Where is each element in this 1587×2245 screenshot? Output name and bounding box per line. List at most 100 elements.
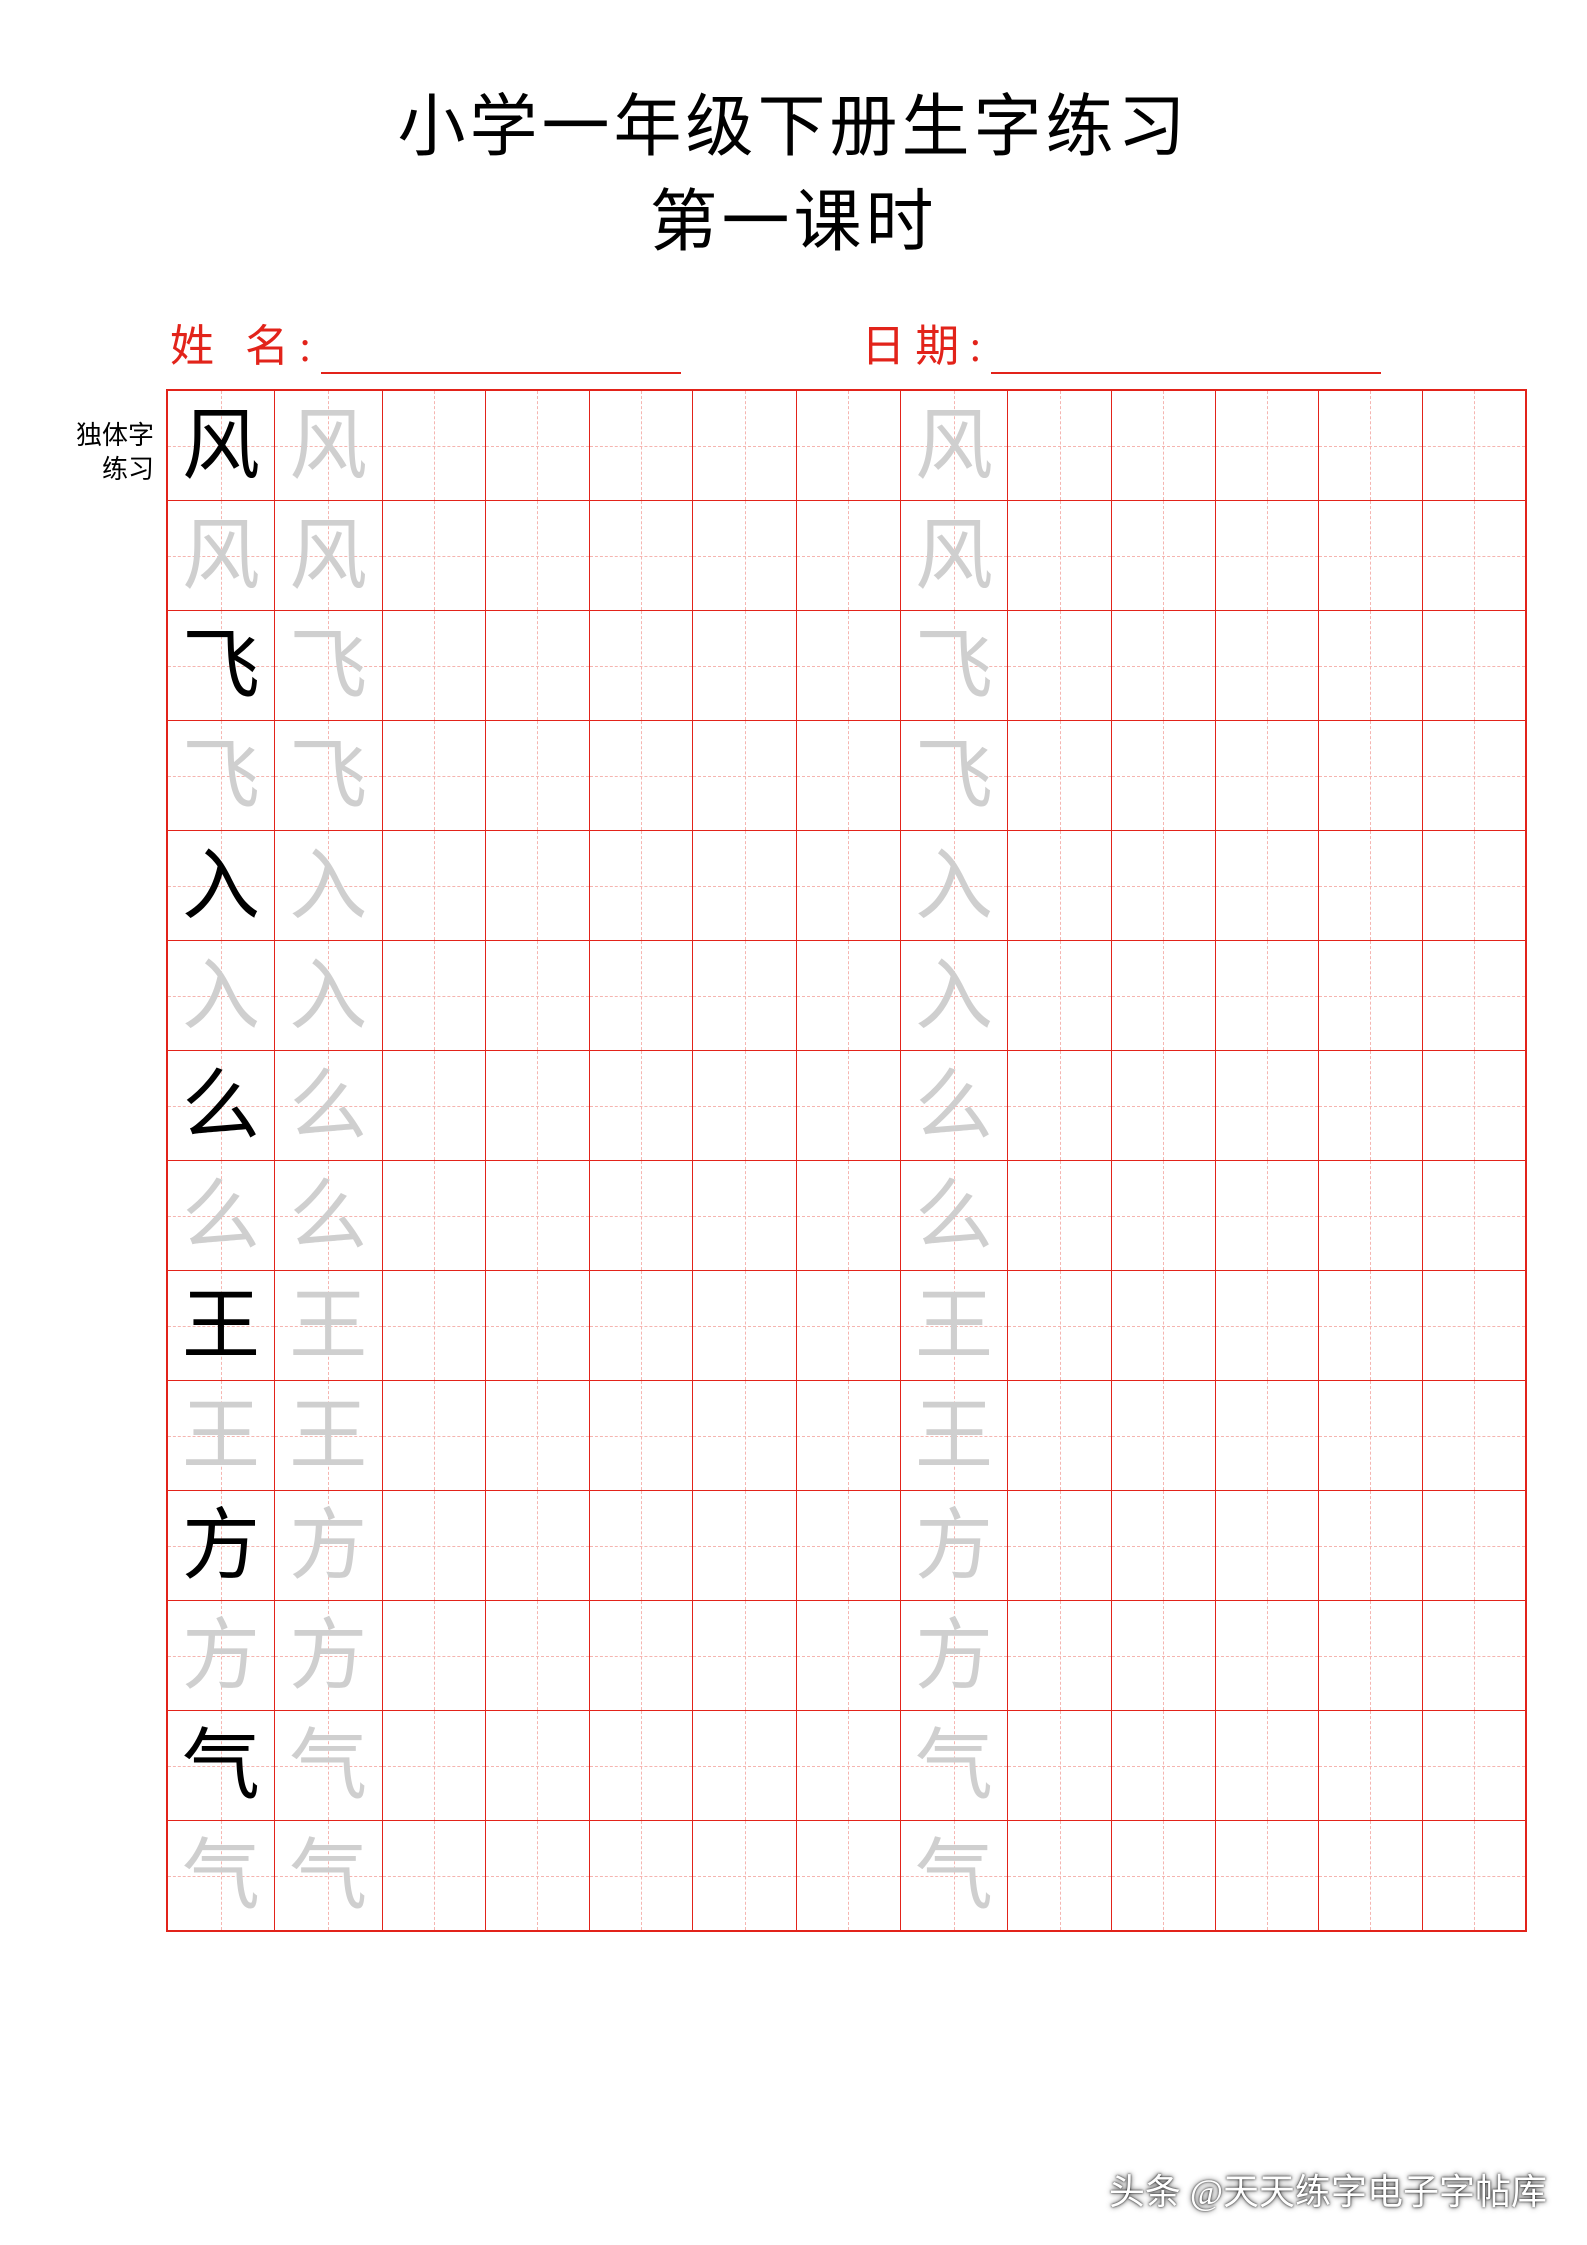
trace-character: 入 bbox=[289, 842, 367, 929]
grid-cell: 王 bbox=[900, 1271, 1008, 1381]
grid-cell bbox=[1319, 1051, 1423, 1161]
grid-cell bbox=[1422, 1711, 1526, 1821]
trace-character: 方 bbox=[289, 1502, 367, 1589]
grid-cell bbox=[1422, 1491, 1526, 1601]
grid-cell: 王 bbox=[167, 1271, 275, 1381]
grid-cell: 气 bbox=[900, 1711, 1008, 1821]
trace-character: 王 bbox=[289, 1392, 367, 1479]
grid-cell bbox=[1319, 831, 1423, 941]
grid-cell bbox=[1422, 390, 1526, 501]
grid-cell bbox=[1008, 1601, 1112, 1711]
grid-cell bbox=[1215, 1271, 1319, 1381]
grid-cell: 飞 bbox=[900, 611, 1008, 721]
grid-cell bbox=[382, 831, 486, 941]
grid-cell bbox=[589, 1601, 693, 1711]
grid-cell bbox=[1111, 1161, 1215, 1271]
grid-cell bbox=[1008, 390, 1112, 501]
grid-cell bbox=[1215, 1711, 1319, 1821]
grid-cell bbox=[693, 1491, 797, 1601]
trace-character: 方 bbox=[182, 1612, 260, 1699]
grid-cell: 气 bbox=[275, 1711, 383, 1821]
grid-cell bbox=[382, 1271, 486, 1381]
grid-cell bbox=[589, 1711, 693, 1821]
grid-cell: 方 bbox=[167, 1491, 275, 1601]
grid-cell bbox=[1215, 1051, 1319, 1161]
grid-cell bbox=[1215, 941, 1319, 1051]
grid-cell bbox=[1111, 390, 1215, 501]
grid-cell bbox=[1215, 501, 1319, 611]
grid-cell bbox=[1215, 1381, 1319, 1491]
grid-cell: 王 bbox=[167, 1381, 275, 1491]
grid-cell bbox=[1008, 941, 1112, 1051]
grid-cell bbox=[1008, 1161, 1112, 1271]
grid-cell bbox=[1319, 1491, 1423, 1601]
trace-character: 么 bbox=[182, 1172, 260, 1259]
grid-cell bbox=[797, 721, 901, 831]
side-label: 独体字 练习 bbox=[60, 389, 166, 487]
grid-cell bbox=[589, 611, 693, 721]
date-group: 日期: bbox=[861, 310, 1381, 374]
trace-character: 么 bbox=[915, 1062, 993, 1149]
grid-cell bbox=[1319, 1711, 1423, 1821]
grid-cell bbox=[382, 1051, 486, 1161]
trace-character: 王 bbox=[182, 1392, 260, 1479]
trace-character: 方 bbox=[915, 1612, 993, 1699]
model-character: 方 bbox=[182, 1502, 260, 1589]
grid-cell bbox=[693, 941, 797, 1051]
grid-cell: 飞 bbox=[167, 611, 275, 721]
model-character: 么 bbox=[182, 1062, 260, 1149]
trace-character: 气 bbox=[915, 1832, 993, 1919]
header-row: 姓 名: 日期: bbox=[170, 310, 1527, 374]
grid-cell bbox=[1008, 501, 1112, 611]
grid-cell: 么 bbox=[900, 1161, 1008, 1271]
trace-character: 入 bbox=[915, 952, 993, 1039]
grid-cell bbox=[486, 1601, 590, 1711]
grid-cell bbox=[1319, 1601, 1423, 1711]
grid-cell bbox=[693, 1601, 797, 1711]
grid-cell bbox=[1008, 1051, 1112, 1161]
grid-cell bbox=[1111, 1601, 1215, 1711]
grid-cell bbox=[589, 1821, 693, 1932]
grid-cell: 方 bbox=[900, 1491, 1008, 1601]
sheet-wrap: 独体字 练习 风风风风风风飞飞飞飞飞飞入入入入入入么么么么么么王王王王王王方方方… bbox=[60, 389, 1527, 1932]
grid-cell bbox=[693, 831, 797, 941]
grid-cell: 风 bbox=[167, 501, 275, 611]
title-line-1: 小学一年级下册生字练习 bbox=[60, 80, 1527, 175]
date-input-line[interactable] bbox=[991, 330, 1381, 374]
grid-cell: 方 bbox=[167, 1601, 275, 1711]
grid-cell: 风 bbox=[275, 390, 383, 501]
grid-cell bbox=[486, 1161, 590, 1271]
grid-cell bbox=[486, 1491, 590, 1601]
trace-character: 飞 bbox=[915, 622, 993, 709]
grid-cell bbox=[486, 1381, 590, 1491]
grid-cell bbox=[1111, 611, 1215, 721]
grid-cell bbox=[1111, 1821, 1215, 1932]
grid-cell bbox=[1111, 721, 1215, 831]
grid-cell bbox=[797, 1821, 901, 1932]
grid-cell: 王 bbox=[275, 1381, 383, 1491]
grid-cell bbox=[1008, 611, 1112, 721]
grid-cell bbox=[1111, 1381, 1215, 1491]
trace-character: 入 bbox=[289, 952, 367, 1039]
name-input-line[interactable] bbox=[321, 330, 681, 374]
grid-cell bbox=[486, 611, 590, 721]
grid-cell bbox=[1422, 501, 1526, 611]
grid-cell bbox=[1111, 941, 1215, 1051]
grid-cell bbox=[1319, 1381, 1423, 1491]
practice-grid: 风风风风风风飞飞飞飞飞飞入入入入入入么么么么么么王王王王王王方方方方方方气气气气… bbox=[166, 389, 1527, 1932]
grid-cell: 气 bbox=[167, 1711, 275, 1821]
trace-character: 气 bbox=[289, 1722, 367, 1809]
grid-cell: 风 bbox=[167, 390, 275, 501]
grid-cell: 王 bbox=[275, 1271, 383, 1381]
grid-cell bbox=[1215, 1161, 1319, 1271]
grid-cell bbox=[797, 390, 901, 501]
trace-character: 飞 bbox=[289, 622, 367, 709]
grid-cell bbox=[382, 1161, 486, 1271]
trace-character: 方 bbox=[289, 1612, 367, 1699]
grid-cell bbox=[693, 390, 797, 501]
grid-cell bbox=[382, 1381, 486, 1491]
grid-cell bbox=[1111, 1711, 1215, 1821]
name-group: 姓 名: bbox=[170, 310, 681, 374]
grid-cell bbox=[1422, 1601, 1526, 1711]
grid-cell bbox=[1111, 501, 1215, 611]
